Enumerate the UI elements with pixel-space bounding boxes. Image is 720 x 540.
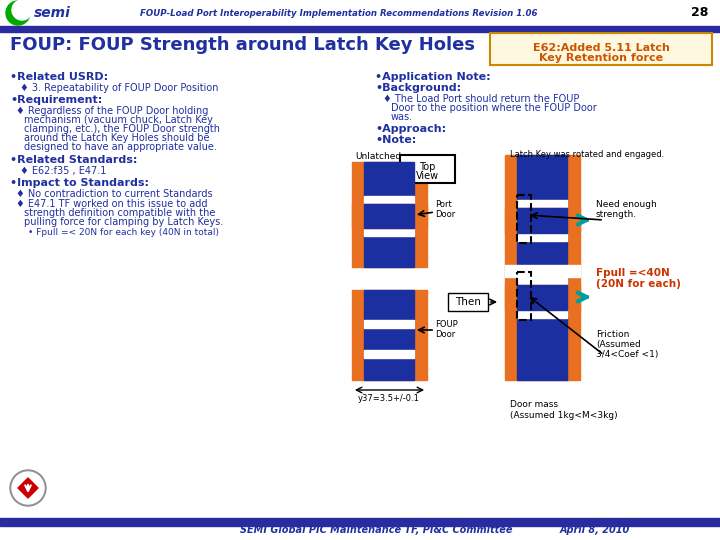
Text: FOUP-Load Port Interoperability Implementation Recommendations Revision 1.06: FOUP-Load Port Interoperability Implemen…	[140, 9, 538, 17]
Text: •Background:: •Background:	[375, 83, 461, 93]
Text: designed to have an appropriate value.: designed to have an appropriate value.	[24, 142, 217, 152]
Bar	[517, 195, 531, 243]
Bar	[490, 33, 712, 65]
Text: ♦ No contradiction to current Standards: ♦ No contradiction to current Standards	[16, 189, 212, 199]
Text: FOUP
Door: FOUP Door	[435, 320, 458, 340]
Bar	[505, 208, 580, 233]
Text: Top: Top	[419, 162, 435, 172]
Bar	[517, 272, 531, 320]
Text: •Related Standards:: •Related Standards:	[10, 155, 138, 165]
Bar	[0, 26, 720, 32]
Text: •Note:: •Note:	[375, 135, 416, 145]
Text: Door mass: Door mass	[510, 400, 558, 409]
Text: FOUP: FOUP Strength around Latch Key Holes: FOUP: FOUP Strength around Latch Key Hol…	[10, 36, 475, 54]
Text: ♦ E62:f35 , E47.1: ♦ E62:f35 , E47.1	[20, 166, 107, 176]
Text: •Related USRD:: •Related USRD:	[10, 72, 108, 82]
Bar	[364, 196, 414, 204]
Text: •Impact to Standards:: •Impact to Standards:	[10, 178, 149, 188]
Bar	[400, 155, 455, 183]
Text: around the Latch Key Holes should be: around the Latch Key Holes should be	[24, 133, 210, 143]
Text: strength.: strength.	[596, 210, 637, 219]
Text: SEMI Global PIC Maintenance TF, PI&C Committee: SEMI Global PIC Maintenance TF, PI&C Com…	[240, 525, 513, 535]
Text: ♦ The Load Port should return the FOUP: ♦ The Load Port should return the FOUP	[383, 94, 580, 104]
Text: was.: was.	[391, 112, 413, 122]
Polygon shape	[18, 478, 38, 498]
Text: Latch Key was rotated and engaged.: Latch Key was rotated and engaged.	[510, 150, 665, 159]
Text: Need enough: Need enough	[596, 200, 657, 209]
Text: Friction: Friction	[596, 330, 629, 339]
Bar	[505, 265, 580, 277]
Text: View: View	[415, 171, 438, 181]
Bar	[517, 233, 567, 241]
Text: • Fpull =< 20N for each key (40N in total): • Fpull =< 20N for each key (40N in tota…	[28, 228, 219, 237]
Text: Door to the position where the FOUP Door: Door to the position where the FOUP Door	[391, 103, 597, 113]
Text: ♦ 3. Repeatability of FOUP Door Position: ♦ 3. Repeatability of FOUP Door Position	[20, 83, 218, 93]
Bar	[517, 208, 567, 233]
Text: Key Retention force: Key Retention force	[539, 53, 663, 63]
Text: Fpull =<40N: Fpull =<40N	[596, 268, 670, 278]
Text: y37=3.5+/-0.1: y37=3.5+/-0.1	[358, 394, 420, 403]
Text: •Approach:: •Approach:	[375, 124, 446, 134]
Bar	[0, 0, 720, 26]
Bar	[0, 518, 720, 526]
Wedge shape	[6, 1, 30, 25]
Bar	[352, 204, 427, 228]
Bar	[364, 204, 414, 228]
Wedge shape	[12, 0, 32, 20]
Text: April 8, 2010: April 8, 2010	[560, 525, 630, 535]
Text: Then: Then	[455, 297, 481, 307]
Text: E62:Added 5.11 Latch: E62:Added 5.11 Latch	[533, 43, 670, 53]
Bar	[517, 155, 567, 380]
Bar	[364, 228, 414, 236]
Bar	[364, 290, 414, 380]
Text: Unlatched: Unlatched	[355, 152, 401, 161]
Bar	[352, 162, 427, 267]
Bar	[517, 200, 567, 208]
Text: •Requirement:: •Requirement:	[10, 95, 102, 105]
Text: 28: 28	[690, 6, 708, 19]
Text: Port
Door: Port Door	[435, 200, 455, 219]
Text: (Assumed: (Assumed	[596, 340, 641, 349]
Text: (20N for each): (20N for each)	[596, 279, 681, 289]
Text: •Application Note:: •Application Note:	[375, 72, 490, 82]
Text: strength definition compatible with the: strength definition compatible with the	[24, 208, 215, 218]
Bar	[364, 350, 414, 358]
Bar	[505, 155, 580, 380]
Bar	[517, 310, 567, 318]
Bar	[517, 285, 567, 310]
Text: ♦ Regardless of the FOUP Door holding: ♦ Regardless of the FOUP Door holding	[16, 106, 208, 116]
Text: clamping, etc.), the FOUP Door strength: clamping, etc.), the FOUP Door strength	[24, 124, 220, 134]
Text: mechanism (vacuum chuck, Latch Key: mechanism (vacuum chuck, Latch Key	[24, 115, 213, 125]
Bar	[364, 320, 414, 328]
Text: ♦ E47.1 TF worked on this issue to add: ♦ E47.1 TF worked on this issue to add	[16, 199, 207, 209]
Circle shape	[12, 472, 44, 504]
Bar	[505, 285, 580, 310]
Circle shape	[10, 470, 46, 506]
Text: semi: semi	[34, 6, 71, 20]
Bar	[364, 162, 414, 267]
Text: (Assumed 1kg<M<3kg): (Assumed 1kg<M<3kg)	[510, 411, 618, 420]
Bar	[448, 293, 488, 311]
Text: 3/4<Coef <1): 3/4<Coef <1)	[596, 350, 658, 359]
Bar	[517, 277, 567, 285]
Text: pulling force for clamping by Latch Keys.: pulling force for clamping by Latch Keys…	[24, 217, 223, 227]
Bar	[352, 290, 427, 380]
